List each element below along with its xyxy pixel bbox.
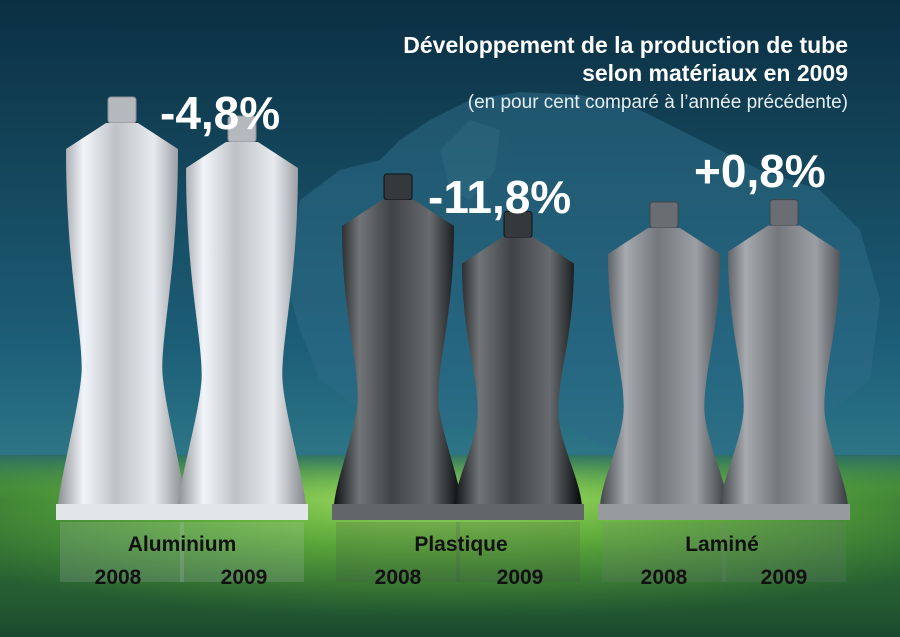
year-label-lamine-2009: 2009 [760, 566, 808, 589]
chart-title-line2: selon matériaux en 2009 [582, 60, 848, 86]
year-label-plastique-2009: 2009 [496, 566, 544, 589]
bar-plastique-2009 [452, 211, 584, 582]
tube-body [720, 225, 848, 506]
change-label-plastique: -11,8% [428, 171, 572, 223]
tube-seal [452, 504, 584, 520]
bar-aluminium-2009 [176, 115, 308, 582]
chart-title: Développement de la production de tube [403, 32, 848, 58]
tube-reflection [456, 522, 580, 582]
tube-reflection [336, 522, 460, 582]
change-label-lamine: +0,8% [694, 145, 826, 197]
tube-cap [107, 96, 137, 124]
year-label-aluminium-2009: 2009 [220, 566, 268, 589]
category-label-lamine: Laminé [685, 533, 759, 556]
tube-cap [649, 201, 679, 229]
change-label-aluminium: -4,8% [160, 87, 281, 139]
category-label-plastique: Plastique [414, 533, 508, 556]
tube-reflection [722, 522, 846, 582]
tube-seal [56, 504, 188, 520]
tube-seal [598, 504, 730, 520]
tube-reflection [180, 522, 304, 582]
tube-body [334, 200, 462, 506]
year-label-plastique-2008: 2008 [374, 566, 422, 589]
tube-reflection [60, 522, 184, 582]
tube-cap [769, 199, 799, 227]
year-label-lamine-2008: 2008 [640, 566, 688, 589]
tube-reflection [602, 522, 726, 582]
bar-lamine-2008 [598, 201, 730, 582]
tube-body [178, 141, 306, 506]
tube-body [454, 237, 582, 507]
tube-body [58, 123, 186, 506]
tube-body [600, 228, 728, 506]
tube-cap [227, 115, 257, 143]
tube-seal [176, 504, 308, 520]
tube-seal [332, 504, 464, 520]
bar-lamine-2009 [718, 199, 850, 582]
bar-plastique-2008 [332, 173, 464, 582]
chart-subtitle: (en pour cent comparé à l’année précéden… [467, 92, 848, 113]
category-label-aluminium: Aluminium [127, 533, 237, 556]
bar-aluminium-2008 [56, 96, 188, 582]
tube-seal [718, 504, 850, 520]
tube-cap [383, 173, 413, 201]
year-label-aluminium-2008: 2008 [94, 566, 142, 589]
